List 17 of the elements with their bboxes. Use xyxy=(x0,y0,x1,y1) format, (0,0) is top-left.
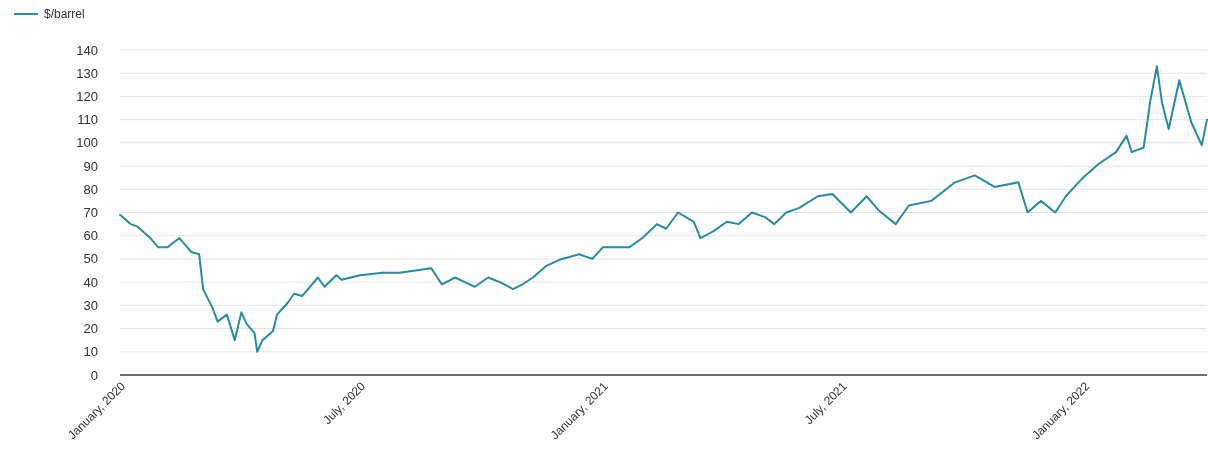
y-tick-label: 50 xyxy=(83,251,98,267)
y-tick-label: 100 xyxy=(76,135,98,151)
y-tick-label: 40 xyxy=(83,274,98,290)
y-tick-label: 130 xyxy=(76,65,98,81)
y-tick-label: 110 xyxy=(77,112,98,128)
y-tick-label: 70 xyxy=(83,205,98,221)
y-tick-label: 90 xyxy=(83,158,98,174)
y-tick-label: 10 xyxy=(83,344,98,360)
y-tick-label: 80 xyxy=(83,181,98,197)
y-tick-label: 0 xyxy=(90,367,98,383)
y-tick-label: 140 xyxy=(76,42,98,58)
legend-label: $/barrel xyxy=(44,7,85,22)
y-tick-label: 20 xyxy=(83,321,98,337)
y-tick-label: 60 xyxy=(83,228,98,244)
y-tick-label: 30 xyxy=(83,297,98,313)
y-tick-label: 120 xyxy=(76,88,98,104)
line-series xyxy=(119,65,1208,353)
